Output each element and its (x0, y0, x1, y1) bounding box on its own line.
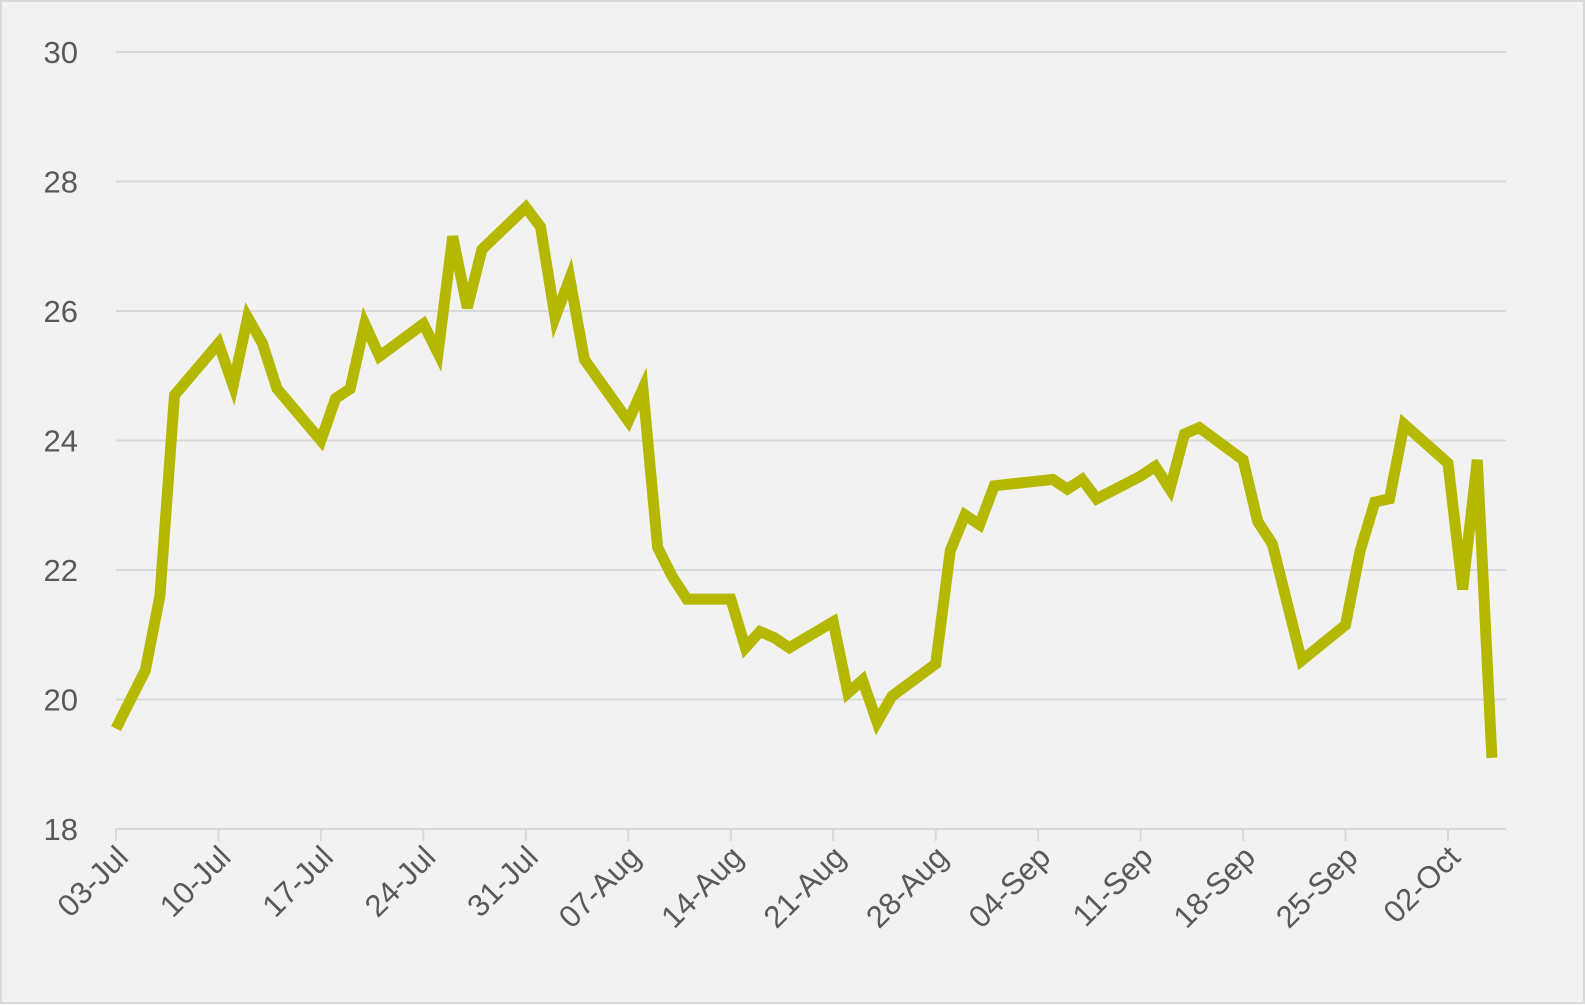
y-tick-label-18: 18 (44, 812, 78, 847)
data-point-2023-07-05 (145, 670, 146, 671)
x-tick-label-03-Jul: 03-Jul (50, 839, 134, 923)
data-point-2023-09-07 (1082, 479, 1083, 480)
data-point-2023-07-28 (481, 249, 482, 250)
gridlines (116, 51, 1506, 701)
data-point-2023-09-13 (1169, 489, 1170, 490)
data-point-2023-07-18 (335, 398, 336, 399)
data-point-2023-07-13 (262, 343, 263, 344)
x-tick-label-18-Sep: 18-Sep (1167, 839, 1262, 934)
data-point-2023-10-02 (1448, 463, 1449, 464)
x-tick-label-25-Sep: 25-Sep (1269, 839, 1364, 934)
data-point-2023-10-04 (1477, 459, 1478, 460)
data-point-2023-07-20 (364, 323, 365, 324)
data-point-2023-07-12 (247, 317, 248, 318)
data-point-2023-08-24 (877, 722, 878, 723)
series-layer (111, 199, 1498, 759)
data-point-2023-07-31 (525, 207, 526, 208)
data-point-2023-08-09 (657, 547, 658, 548)
x-tick-label-17-Jul: 17-Jul (255, 839, 339, 923)
y-tick-label-26: 26 (44, 294, 78, 329)
data-point-2023-07-03 (116, 728, 117, 729)
data-point-2023-08-23 (862, 680, 863, 681)
data-point-2023-08-03 (569, 278, 570, 279)
data-point-2023-07-26 (452, 236, 453, 237)
data-point-2023-07-11 (233, 385, 234, 386)
data-point-2023-10-03 (1462, 589, 1463, 590)
data-point-2023-08-17 (774, 638, 775, 639)
data-point-2023-09-08 (1096, 498, 1097, 499)
data-point-2023-07-10 (218, 343, 219, 344)
data-point-2023-07-19 (350, 388, 351, 389)
data-point-2023-08-30 (965, 515, 966, 516)
y-tick-label-24: 24 (44, 424, 78, 459)
data-point-2023-09-29 (1404, 424, 1405, 425)
data-point-2023-08-31 (979, 524, 980, 525)
data-point-2023-08-02 (555, 317, 556, 318)
data-point-2023-09-25 (1345, 625, 1346, 626)
data-point-2023-09-26 (1360, 550, 1361, 551)
x-tick-label-24-Jul: 24-Jul (358, 839, 442, 923)
data-point-2023-08-04 (584, 359, 585, 360)
y-tick-label-22: 22 (44, 553, 78, 588)
x-tick-label-07-Aug: 07-Aug (552, 839, 647, 934)
data-point-2023-07-24 (423, 323, 424, 324)
data-point-2023-10-05 (1491, 757, 1492, 758)
data-point-2023-09-21 (1287, 602, 1288, 603)
data-point-2023-09-12 (1155, 466, 1156, 467)
data-point-2023-09-05 (1052, 479, 1053, 480)
data-point-2023-08-10 (672, 576, 673, 577)
data-point-2023-07-25 (438, 353, 439, 354)
x-tick-label-11-Sep: 11-Sep (1066, 839, 1160, 933)
data-point-2023-07-06 (159, 595, 160, 596)
y-tick-label-20: 20 (44, 683, 78, 718)
y-tick-label-30: 30 (44, 35, 78, 70)
data-point-2023-09-15 (1199, 427, 1200, 428)
x-tick-label-21-Aug: 21-Aug (757, 839, 852, 934)
data-point-2023-09-28 (1389, 498, 1390, 499)
y-axis-labels: 18 20 22 24 26 28 30 (44, 35, 78, 847)
data-point-2023-09-20 (1272, 544, 1273, 545)
y-tick-label-28: 28 (44, 165, 78, 200)
x-tick-label-10-Jul: 10-Jul (153, 839, 237, 923)
data-point-2023-08-18 (789, 647, 790, 648)
data-point-2023-08-15 (745, 647, 746, 648)
data-point-2023-09-01 (994, 485, 995, 486)
data-point-2023-07-21 (379, 356, 380, 357)
x-axis (115, 828, 1506, 841)
data-point-2023-08-11 (686, 599, 687, 600)
data-point-2023-07-07 (174, 395, 175, 396)
x-tick-label-14-Aug: 14-Aug (654, 839, 749, 934)
data-point-2023-08-21 (833, 621, 834, 622)
data-point-2023-08-29 (950, 550, 951, 551)
data-point-2023-08-28 (935, 663, 936, 664)
data-point-2023-07-17 (320, 440, 321, 441)
x-tick-label-04-Sep: 04-Sep (962, 839, 1057, 934)
data-point-2023-09-06 (1067, 489, 1068, 490)
data-point-2023-08-07 (628, 421, 629, 422)
data-point-2023-08-08 (642, 388, 643, 389)
x-tick-label-28-Aug: 28-Aug (859, 839, 954, 934)
data-point-2023-09-18 (1243, 459, 1244, 460)
data-point-2023-08-16 (760, 631, 761, 632)
data-point-2023-08-01 (540, 226, 541, 227)
data-point-2023-08-25 (891, 696, 892, 697)
x-axis-labels: 03-Jul 10-Jul 17-Jul 24-Jul 31-Jul 07-Aug 14-A… (50, 839, 1467, 935)
data-point-2023-09-27 (1374, 502, 1375, 503)
data-point-2023-08-14 (730, 599, 731, 600)
data-point-2023-09-22 (1301, 660, 1302, 661)
data-point-2023-08-22 (847, 693, 848, 694)
data-point-2023-07-27 (467, 307, 468, 308)
data-point-2023-09-14 (1184, 434, 1185, 435)
x-tick-label-31-Jul: 31-Jul (460, 839, 544, 923)
x-tick-label-02-Oct: 02-Oct (1376, 839, 1467, 930)
data-point-2023-09-19 (1257, 521, 1258, 522)
data-point-2023-07-14 (277, 388, 278, 389)
data-point-2023-09-11 (1140, 476, 1141, 477)
series-line-0 (111, 199, 1498, 759)
